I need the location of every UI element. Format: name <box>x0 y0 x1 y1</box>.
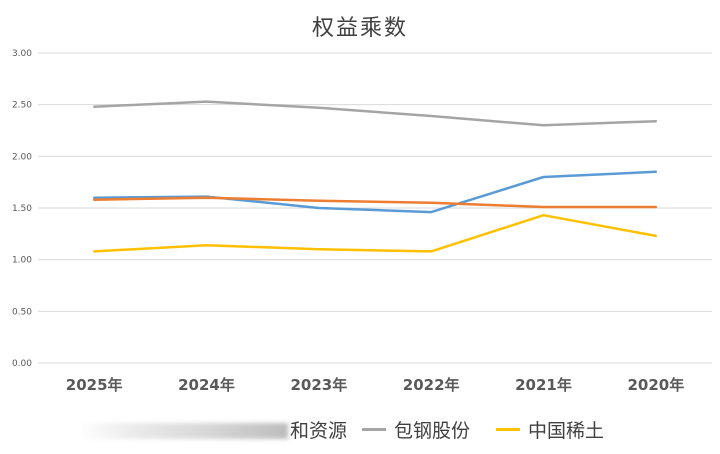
y-tick-label: 2.50 <box>12 101 32 111</box>
series-line-2 <box>92 196 658 209</box>
series-lines <box>92 100 658 253</box>
legend-swatch-series-4 <box>496 427 520 431</box>
y-tick-label: 0.50 <box>12 307 32 317</box>
y-tick-label: 1.50 <box>12 204 32 214</box>
legend: 和资源 包钢股份 中国稀土 <box>0 412 720 446</box>
legend-swatch-series-3 <box>362 427 386 431</box>
legend-label-series-1: 和资源 <box>290 419 348 442</box>
legend-label-series-3: 包钢股份 <box>394 419 471 442</box>
legend-item-series-3: 包钢股份 <box>362 412 470 446</box>
x-tick-label: 2020年 <box>627 376 684 394</box>
y-tick-label: 3.00 <box>12 49 32 59</box>
gridlines <box>38 52 712 364</box>
x-tick-label: 2021年 <box>515 376 572 394</box>
x-tick-label: 2025年 <box>66 376 123 394</box>
series-line-4 <box>92 213 658 253</box>
series-line-3 <box>92 100 658 127</box>
legend-label-series-4: 中国稀土 <box>528 419 605 442</box>
y-tick-label: 0.00 <box>12 359 32 369</box>
x-tick-label: 2024年 <box>178 376 235 394</box>
chart-title: 权益乘数 <box>311 16 408 41</box>
y-tick-label: 2.00 <box>12 152 32 162</box>
legend-faded-region <box>78 423 288 439</box>
x-axis-ticks: 2025年 2024年 2023年 2022年 2021年 2020年 <box>66 376 684 394</box>
x-tick-label: 2023年 <box>290 376 347 394</box>
legend-item-series-1: 和资源 <box>290 412 347 446</box>
y-axis-ticks: 0.00 0.50 1.00 1.50 2.00 2.50 3.00 <box>12 49 32 369</box>
x-tick-label: 2022年 <box>403 376 460 394</box>
legend-item-series-4: 中国稀土 <box>496 412 604 446</box>
y-tick-label: 1.00 <box>12 256 32 266</box>
